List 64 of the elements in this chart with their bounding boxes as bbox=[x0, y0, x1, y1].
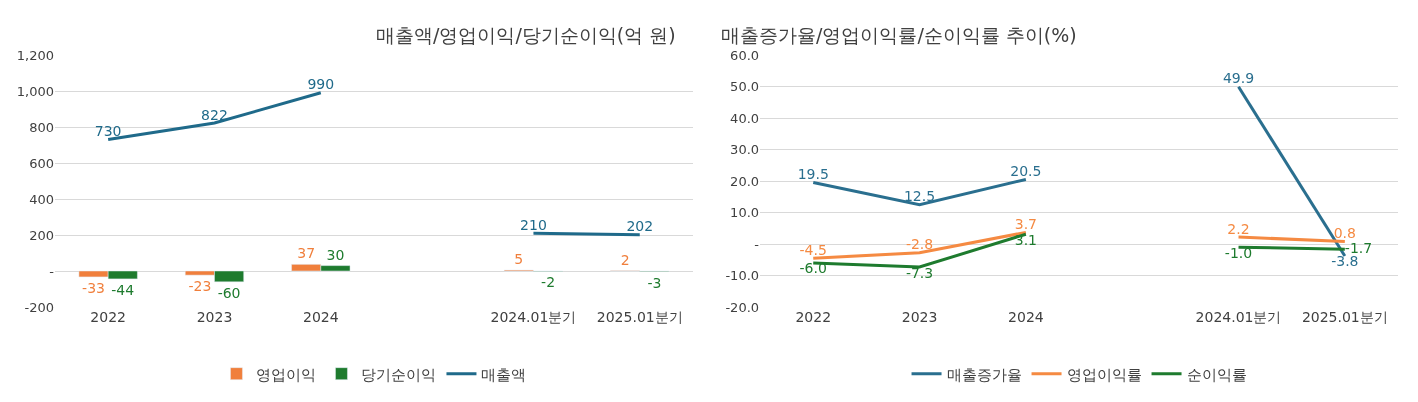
legend-label: 순이익률 bbox=[1186, 365, 1247, 384]
data-label: 30 bbox=[326, 246, 345, 263]
y-tick-label: 50.0 bbox=[730, 79, 760, 95]
data-label: 12.5 bbox=[903, 188, 936, 205]
data-label: -44 bbox=[111, 281, 135, 298]
data-label: -2.8 bbox=[905, 236, 934, 253]
x-tick-label: 2024.01분기 bbox=[1195, 309, 1282, 325]
y-tick-label: 40.0 bbox=[730, 110, 760, 126]
legend-label: 당기순이익 bbox=[361, 365, 437, 384]
x-tick-label: 2025.01분기 bbox=[596, 309, 683, 325]
x-tick-label: 2025.01분기 bbox=[1301, 309, 1388, 325]
data-label: 202 bbox=[626, 218, 654, 235]
y-tick-label: 1,000 bbox=[16, 83, 54, 99]
legend-label: 매출액 bbox=[481, 365, 527, 384]
data-label: -1.7 bbox=[1344, 239, 1373, 256]
chart-title: 매출증가율/영업이익률/순이익률 추이(%) bbox=[721, 24, 1077, 46]
chart-title: 매출액/영업이익/당기순이익(억 원) bbox=[376, 24, 676, 46]
data-label: 3.7 bbox=[1014, 215, 1038, 232]
data-label: -7.3 bbox=[905, 264, 934, 281]
y-tick-label: -200 bbox=[24, 299, 54, 315]
y-tick-label: 1,200 bbox=[16, 47, 54, 63]
x-tick-label: 2023 bbox=[901, 309, 938, 325]
data-label: -4.5 bbox=[799, 241, 827, 258]
data-label: 2.2 bbox=[1227, 220, 1250, 237]
x-tick-label: 2024 bbox=[1008, 309, 1044, 325]
data-label: -6.0 bbox=[799, 260, 827, 277]
data-label: 210 bbox=[520, 216, 547, 233]
data-label: -60 bbox=[217, 284, 241, 301]
data-label: 990 bbox=[307, 76, 335, 93]
data-label: -23 bbox=[188, 278, 212, 295]
y-tick-label: 200 bbox=[29, 227, 54, 243]
y-tick-label: 10.0 bbox=[730, 205, 760, 221]
y-tick-label: 400 bbox=[29, 191, 54, 207]
legend-label: 영업이익률 bbox=[1066, 365, 1142, 384]
data-label: 20.5 bbox=[1010, 162, 1042, 179]
y-tick-label: - bbox=[754, 236, 760, 252]
data-label: -33 bbox=[82, 279, 105, 296]
x-tick-label: 2022 bbox=[90, 309, 126, 325]
data-label: 0.8 bbox=[1333, 224, 1356, 241]
data-label: -1.0 bbox=[1224, 244, 1253, 261]
data-label: -3 bbox=[647, 274, 662, 291]
x-tick-label: 2024 bbox=[302, 309, 339, 325]
data-label: 19.5 bbox=[797, 166, 829, 183]
data-label: 49.9 bbox=[1222, 70, 1255, 87]
y-tick-label: 800 bbox=[29, 119, 54, 135]
x-tick-label: 2024.01분기 bbox=[490, 309, 577, 325]
data-label: 822 bbox=[201, 106, 228, 123]
y-tick-label: -10.0 bbox=[725, 268, 760, 284]
y-tick-label: -20.0 bbox=[725, 299, 760, 315]
x-tick-label: 2022 bbox=[795, 309, 832, 325]
y-tick-label: 600 bbox=[29, 155, 54, 171]
data-label: 37 bbox=[297, 245, 316, 262]
y-tick-label: 20.0 bbox=[730, 173, 760, 189]
data-label: 5 bbox=[514, 251, 524, 268]
y-tick-label: 60.0 bbox=[730, 47, 760, 63]
legend-label: 영업이익 bbox=[256, 365, 317, 384]
data-label: 2 bbox=[620, 251, 630, 268]
y-tick-label: - bbox=[49, 263, 55, 279]
x-tick-label: 2023 bbox=[196, 309, 233, 325]
data-label: -3.8 bbox=[1331, 253, 1359, 270]
data-label: -2 bbox=[541, 274, 556, 291]
data-label: 730 bbox=[94, 123, 122, 140]
y-tick-label: 30.0 bbox=[730, 142, 760, 158]
legend-label: 매출증가율 bbox=[946, 365, 1022, 384]
